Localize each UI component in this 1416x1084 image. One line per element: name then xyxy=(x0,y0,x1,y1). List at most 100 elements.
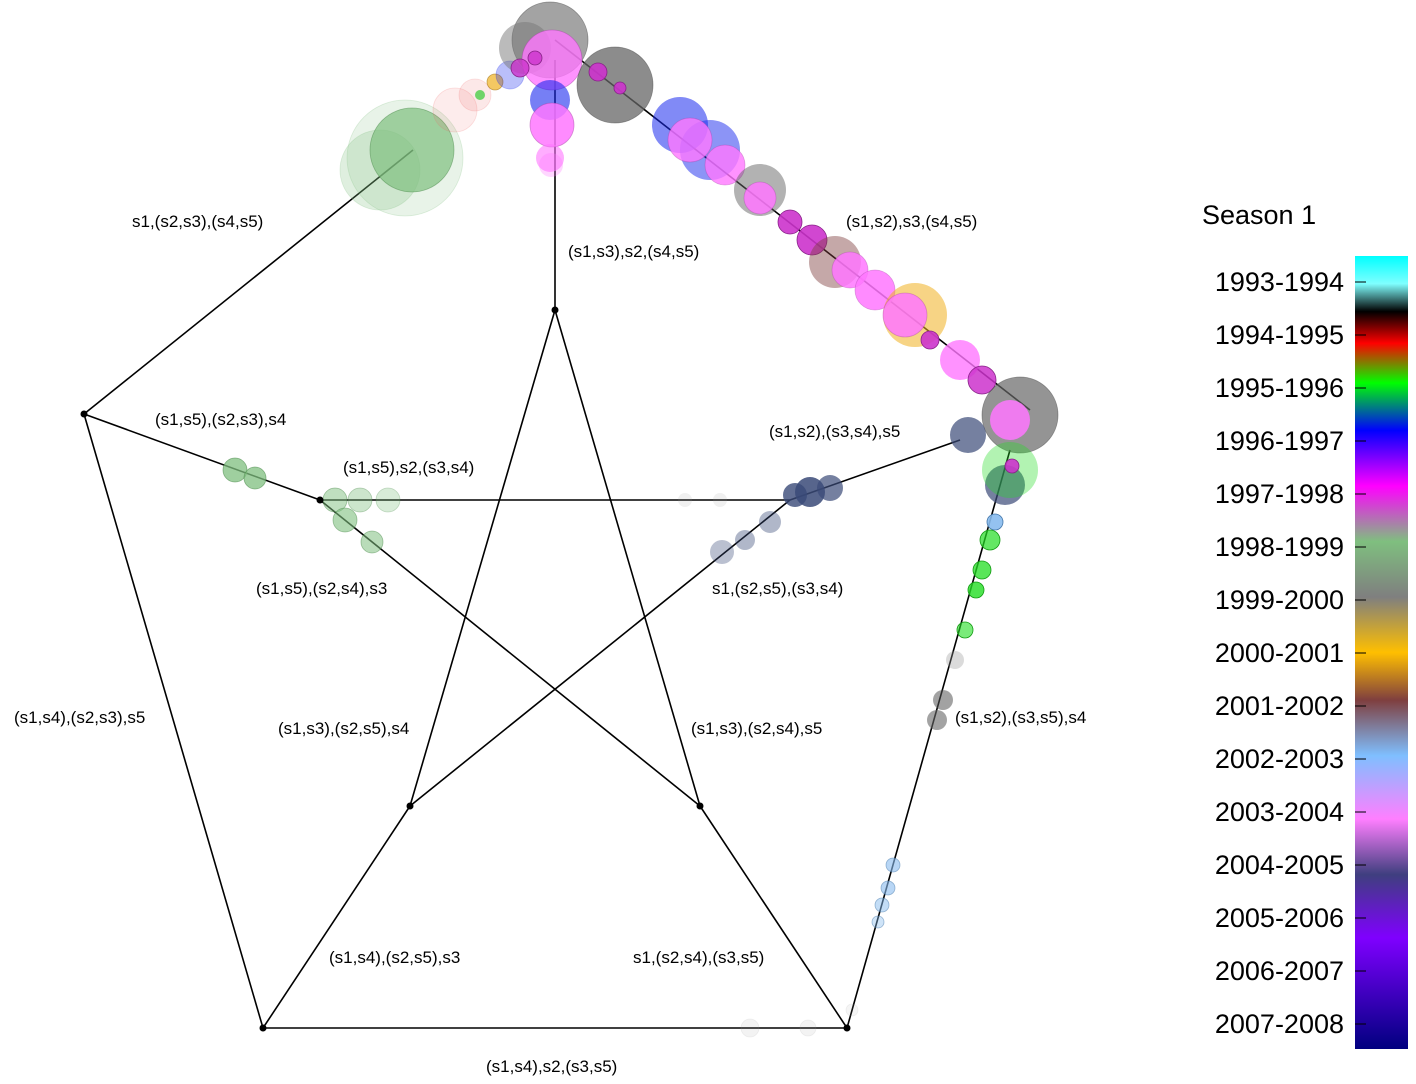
vertex-outer-bottom-left xyxy=(259,1024,267,1032)
edge-top-left xyxy=(83,149,414,415)
blob-apex-magenta-1 xyxy=(510,58,530,78)
blob-green-mid-3 xyxy=(375,487,401,513)
blob-corner-light-blue xyxy=(986,513,1004,531)
label-left-upper: (s1,s5),(s2,s3),s4 xyxy=(155,410,286,429)
blob-desc-lightblue-4 xyxy=(871,915,885,929)
blob-gray-inner-2 xyxy=(713,493,727,507)
edge-bottom-left xyxy=(262,805,411,1029)
blob-green-left-2 xyxy=(243,466,267,490)
label-right-outer: (s1,s2),(s3,s5),s4 xyxy=(955,708,1086,727)
blob-navy-inner-3 xyxy=(783,483,807,507)
blob-desc-gray-2 xyxy=(933,690,953,710)
blob-corner-navy xyxy=(950,417,986,453)
legend-season-label: 1994-1995 xyxy=(1215,320,1344,350)
blob-green-mid-4 xyxy=(332,507,358,533)
edge-star-right xyxy=(554,309,701,807)
label-left-outer: (s1,s4),(s2,s3),s5 xyxy=(14,708,145,727)
label-right-inner: s1,(s2,s5),(s3,s4) xyxy=(712,579,843,598)
legend-season-label: 2007-2008 xyxy=(1215,1009,1344,1039)
edge-bottom-right xyxy=(699,805,848,1029)
vertex-inner-bottom-right xyxy=(696,802,704,810)
blob-desc-lightblue-2 xyxy=(880,880,896,896)
legend-season-label: 2005-2006 xyxy=(1215,903,1344,933)
blob-desc-gray-3 xyxy=(927,710,947,730)
label-top-right: (s1,s2),s3,(s4,s5) xyxy=(846,212,977,231)
blob-diag-magenta-4 xyxy=(796,224,828,256)
blob-navy-inner-4 xyxy=(759,511,781,533)
legend: Season 1 1993-1994 1994-1995 1995-1996 1996… xyxy=(1202,200,1408,1049)
blob-gray-bottom-2 xyxy=(799,1019,817,1037)
blob-desc-gray-1 xyxy=(946,651,964,669)
blob-diag-pink-6 xyxy=(882,292,928,338)
vertex-inner-top xyxy=(551,306,559,314)
blob-green-mid-5 xyxy=(360,530,384,554)
blob-diag-pink-2 xyxy=(704,144,746,186)
blob-diag-magenta-3 xyxy=(777,209,803,235)
blob-orange-top xyxy=(486,73,504,91)
blob-navy-inner-5 xyxy=(735,530,755,550)
edge-left-upper xyxy=(83,413,321,501)
blob-diag-pink-5 xyxy=(854,269,896,311)
blob-apex-pink-3 xyxy=(536,144,564,172)
blob-diag-magenta-2 xyxy=(613,81,627,95)
edge-labels: s1,(s2,s3),(s4,s5) (s1,s3),s2,(s4,s5) (s… xyxy=(14,212,1086,1076)
blob-desc-green-3 xyxy=(967,581,985,599)
label-star-left: (s1,s3),(s2,s5),s4 xyxy=(278,719,409,738)
blob-gray-bottom-1 xyxy=(740,1018,760,1038)
blob-navy-inner-6 xyxy=(710,540,734,564)
vertex-outer-bottom-right xyxy=(843,1024,851,1032)
label-left-inner: (s1,s5),(s2,s4),s3 xyxy=(256,579,387,598)
label-bottom: (s1,s4),s2,(s3,s5) xyxy=(486,1057,617,1076)
label-top-mid: (s1,s3),s2,(s4,s5) xyxy=(568,242,699,261)
legend-season-label: 1997-1998 xyxy=(1215,479,1344,509)
blob-corner-magenta xyxy=(1004,458,1020,474)
blob-green-mid-2 xyxy=(347,487,373,513)
graph-edges xyxy=(83,39,1031,1029)
label-star-right: (s1,s3),(s2,s4),s5 xyxy=(691,719,822,738)
legend-season-label: 1993-1994 xyxy=(1215,267,1344,297)
blob-diag-pink-1 xyxy=(667,117,713,163)
legend-season-label: 2003-2004 xyxy=(1215,797,1344,827)
blob-gray-bottom-3 xyxy=(845,1003,859,1017)
blob-diag-magenta-1 xyxy=(588,62,608,82)
blob-green-left-1 xyxy=(222,457,248,483)
graph-vertices xyxy=(80,306,851,1032)
blob-apex-pink-2 xyxy=(529,102,575,148)
label-bottom-left: (s1,s4),(s2,s5),s3 xyxy=(329,948,460,967)
legend-season-label: 2001-2002 xyxy=(1215,691,1344,721)
label-inner-upper: (s1,s5),s2,(s3,s4) xyxy=(343,458,474,477)
blob-diag-pink-3 xyxy=(743,181,777,215)
legend-title: Season 1 xyxy=(1202,200,1316,230)
label-bottom-right: s1,(s2,s4),(s3,s5) xyxy=(633,948,764,967)
blob-diag-magenta-6 xyxy=(967,365,997,395)
legend-season-label: 2004-2005 xyxy=(1215,850,1344,880)
label-top-left: s1,(s2,s3),(s4,s5) xyxy=(132,212,263,231)
edge-star-left xyxy=(409,309,556,807)
edge-left-outer xyxy=(83,413,264,1029)
blob-corner-pink xyxy=(990,400,1030,440)
blob-red-top-1 xyxy=(432,87,478,133)
legend-ticks: 1993-1994 1994-1995 1995-1996 1996-1997 1997… xyxy=(1215,267,1366,1039)
blob-desc-lightblue-3 xyxy=(874,897,890,913)
legend-season-label: 1998-1999 xyxy=(1215,532,1344,562)
blob-diag-pink-7 xyxy=(940,340,980,380)
vertex-outer-left xyxy=(80,410,88,418)
blob-navy-inner-2 xyxy=(817,475,843,501)
legend-season-label: 2002-2003 xyxy=(1215,744,1344,774)
legend-season-label: 1999-2000 xyxy=(1215,585,1344,615)
legend-season-label: 1995-1996 xyxy=(1215,373,1344,403)
edge-right-inner xyxy=(409,499,791,807)
blob-green-top-main xyxy=(369,107,455,193)
legend-season-label: 1996-1997 xyxy=(1215,426,1344,456)
blob-desc-lightblue-1 xyxy=(885,857,901,873)
blob-diag-magenta-5 xyxy=(920,330,940,350)
trajectory-blobs xyxy=(222,1,1059,1038)
legend-season-label: 2000-2001 xyxy=(1215,638,1344,668)
blob-desc-green-4 xyxy=(956,621,974,639)
label-right-upper: (s1,s2),(s3,s4),s5 xyxy=(769,422,900,441)
vertex-inner-bottom-left xyxy=(406,802,414,810)
blob-corner-navy-2 xyxy=(985,465,1025,505)
edge-left-inner xyxy=(319,499,701,807)
blob-gray-inner-1 xyxy=(678,493,692,507)
blob-desc-green-1 xyxy=(979,529,1001,551)
